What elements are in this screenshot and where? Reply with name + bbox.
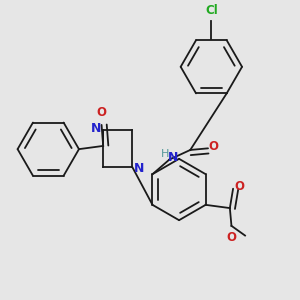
Text: Cl: Cl (205, 4, 218, 17)
Text: O: O (97, 106, 106, 119)
Text: O: O (226, 231, 236, 244)
Text: H: H (161, 149, 170, 159)
Text: N: N (168, 151, 178, 164)
Text: O: O (234, 180, 244, 193)
Text: N: N (134, 162, 145, 175)
Text: N: N (91, 122, 101, 135)
Text: O: O (209, 140, 219, 153)
